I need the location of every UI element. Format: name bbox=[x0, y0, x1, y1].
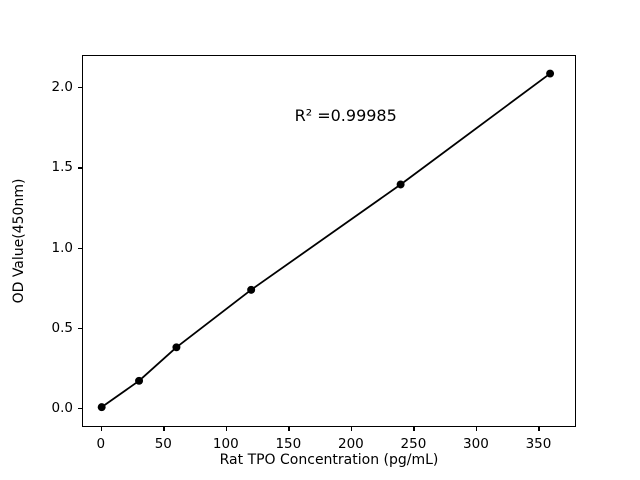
y-tick-mark bbox=[78, 327, 82, 330]
y-tick-mark bbox=[78, 167, 82, 169]
data-point-markers bbox=[97, 69, 555, 412]
x-tick-label: 250 bbox=[400, 436, 427, 452]
x-tick-label: 100 bbox=[212, 436, 239, 452]
x-tick-label: 350 bbox=[525, 436, 552, 452]
x-tick-mark bbox=[225, 427, 228, 431]
data-point bbox=[396, 180, 405, 189]
r-squared-annotation: R² =0.99985 bbox=[294, 106, 397, 126]
x-tick-mark bbox=[163, 427, 165, 431]
x-tick-mark bbox=[288, 427, 290, 431]
y-tick-mark bbox=[78, 87, 82, 89]
y-tick-label: 0.5 bbox=[51, 319, 73, 336]
data-point bbox=[247, 285, 256, 294]
y-tick-label: 0.0 bbox=[51, 400, 73, 417]
data-series-svg bbox=[97, 69, 555, 412]
y-axis-label: OD Value(450nm) bbox=[11, 178, 27, 304]
y-tick-label: 2.0 bbox=[51, 79, 73, 96]
data-point bbox=[97, 403, 106, 412]
y-tick-mark bbox=[78, 408, 82, 410]
data-point bbox=[135, 376, 144, 385]
x-tick-label: 150 bbox=[275, 436, 302, 452]
x-tick-mark bbox=[100, 427, 103, 431]
x-tick-mark bbox=[350, 427, 353, 431]
trend-line bbox=[100, 72, 551, 409]
y-tick-label: 1.0 bbox=[51, 239, 73, 256]
y-tick-mark bbox=[78, 247, 82, 249]
plot-area bbox=[82, 55, 576, 427]
x-tick-mark bbox=[538, 427, 540, 431]
x-tick-label: 200 bbox=[337, 436, 364, 452]
x-tick-mark bbox=[413, 427, 415, 431]
data-point bbox=[546, 69, 555, 78]
x-axis-label: Rat TPO Concentration (pg/mL) bbox=[219, 452, 439, 468]
x-tick-label: 50 bbox=[154, 436, 172, 452]
x-tick-label: 0 bbox=[96, 436, 106, 452]
x-tick-label: 300 bbox=[463, 436, 489, 452]
data-point bbox=[172, 343, 181, 352]
x-tick-mark bbox=[475, 427, 478, 431]
y-tick-label: 1.5 bbox=[51, 159, 73, 176]
